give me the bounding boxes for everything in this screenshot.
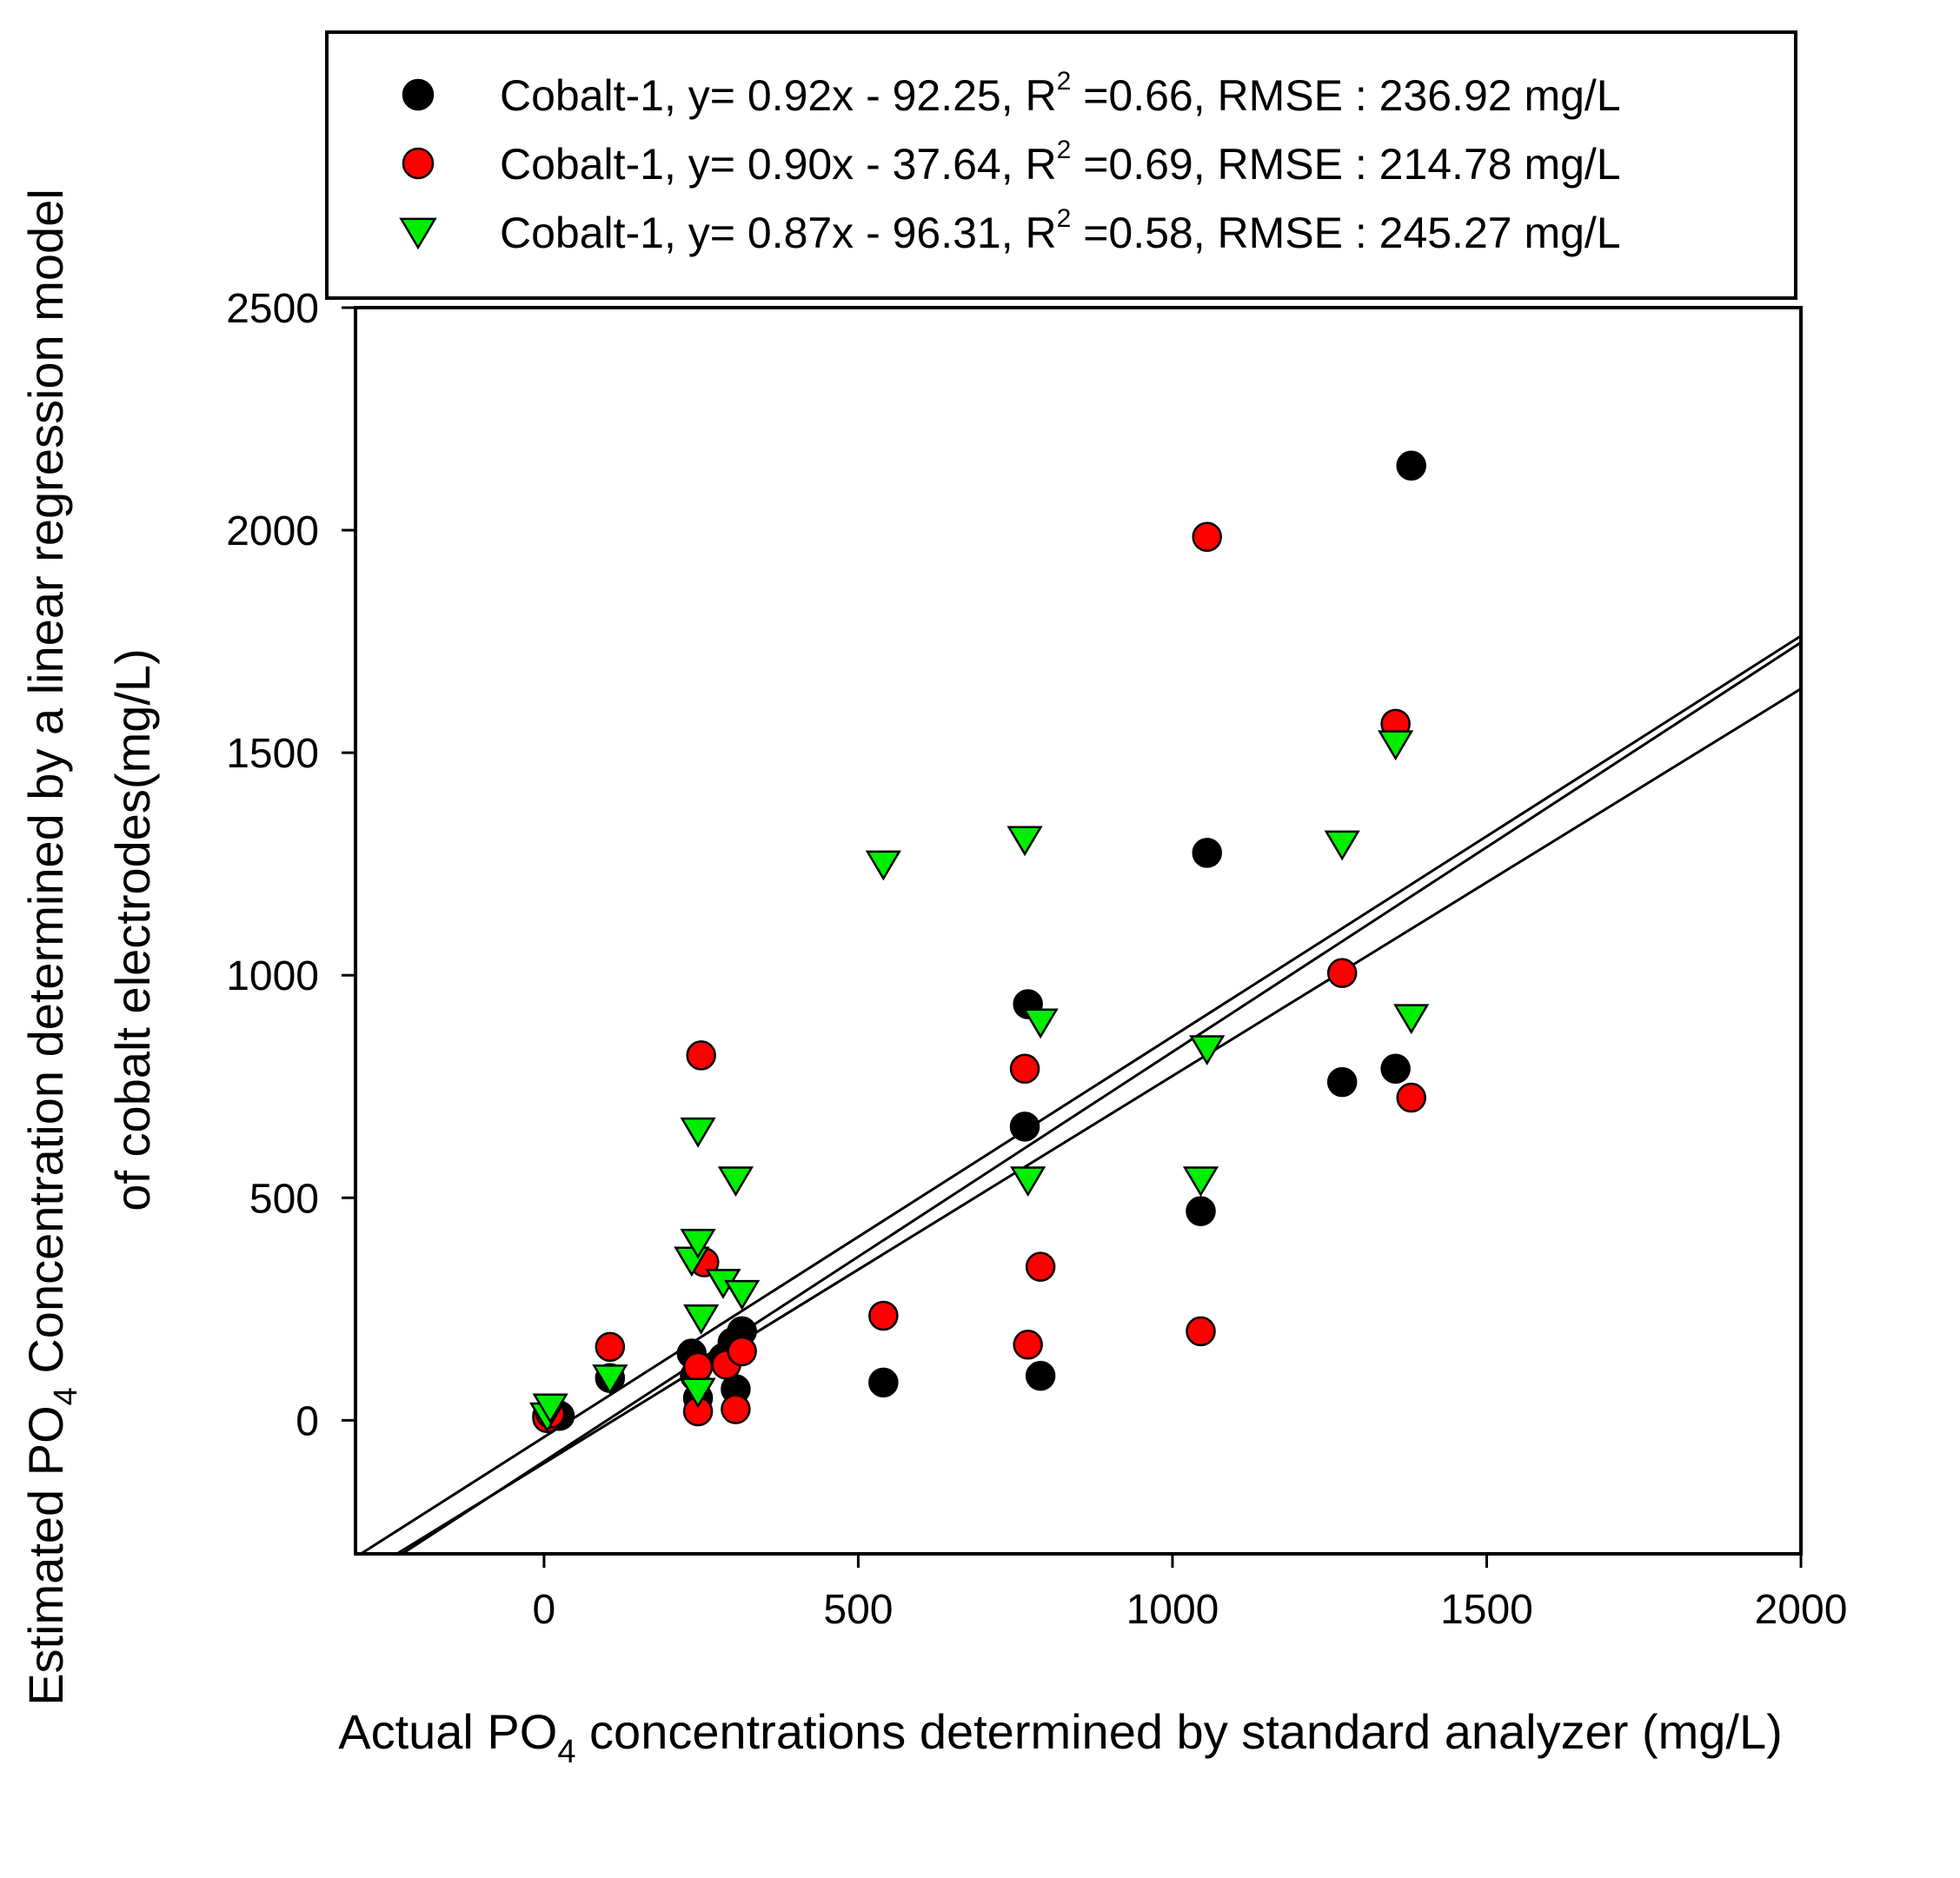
series-3-point [724, 1279, 761, 1311]
series-3-point [1324, 830, 1360, 861]
series-3-point [1007, 826, 1043, 857]
series-1-point [868, 1367, 899, 1398]
series-3-point [1010, 1166, 1046, 1198]
legend-box [325, 30, 1797, 300]
x-tick-label: 500 [823, 1587, 893, 1633]
x-tick-label: 0 [533, 1587, 556, 1633]
x-tick-label: 1500 [1440, 1587, 1533, 1633]
series-3-point [1393, 1004, 1430, 1035]
data-points [528, 450, 1430, 1434]
regression-line-2 [360, 634, 1802, 1556]
legend-label-series-1: Cobalt-1, y= 0.92x - 92.25, R2 =0.66, RM… [500, 67, 1621, 120]
series-2-point [1192, 521, 1222, 553]
y-tick-label: 1000 [226, 953, 319, 999]
series-1-point [1380, 1053, 1411, 1085]
plot-frame [354, 306, 1803, 1556]
y-tick-label: 2000 [226, 508, 319, 554]
y-tick-label: 2500 [226, 286, 319, 332]
series-2-point [1009, 1053, 1040, 1085]
x-tick-label: 2000 [1755, 1587, 1848, 1633]
series-3-point [680, 1228, 716, 1259]
series-1-point [1025, 1360, 1056, 1391]
series-1-point [1396, 450, 1426, 481]
series-3-point [680, 1377, 716, 1409]
series-2-point [595, 1331, 626, 1363]
y-axis: 0 500 1000 1500 2000 2500 [226, 286, 355, 1444]
series-3-point [1182, 1166, 1219, 1198]
legend-marker-series-2 [402, 147, 435, 180]
series-3-point [1189, 1035, 1226, 1065]
x-tick-label: 1000 [1126, 1587, 1219, 1633]
series-2-point [1326, 958, 1358, 988]
series-1-point [1192, 838, 1222, 868]
series-2-point [1025, 1251, 1056, 1282]
series-3-point [1022, 1008, 1059, 1039]
series-3-point [865, 850, 901, 881]
series-3-point [1378, 730, 1414, 761]
regression-lines [360, 634, 1802, 1556]
x-axis: 0 500 1000 1500 2000 [533, 1554, 1848, 1633]
legend-marker-series-3 [399, 217, 437, 250]
legend: Cobalt-1, y= 0.92x - 92.25, R2 =0.66, RM… [399, 67, 1621, 257]
series-3-point [592, 1364, 628, 1395]
series-1-point [1326, 1066, 1358, 1098]
legend-label-series-2: Cobalt-1, y= 0.90x - 37.64, R2 =0.69, RM… [500, 136, 1621, 189]
series-1-point [1186, 1196, 1216, 1226]
y-tick-label: 0 [296, 1398, 319, 1444]
y-axis-title-line2: of cobalt electrodes(mg/L) [105, 648, 160, 1211]
x-axis-title: Actual PO4 concentrations determined by … [338, 1704, 1783, 1770]
series-2-point [686, 1040, 716, 1071]
y-tick-label: 1500 [226, 731, 319, 777]
legend-marker-series-1 [402, 78, 435, 111]
series-2-point [682, 1351, 714, 1383]
regression-line-1 [401, 641, 1802, 1556]
y-axis-title-line1: Estimated PO4 Concentration determined b… [18, 189, 84, 1706]
legend-label-series-3: Cobalt-1, y= 0.87x - 96.31, R2 =0.58, RM… [500, 204, 1621, 257]
regression-line-3 [395, 687, 1802, 1556]
series-2-point [1396, 1082, 1426, 1113]
series-3-point [680, 1117, 716, 1148]
series-1-point [1009, 1112, 1040, 1142]
series-2-point [721, 1394, 751, 1424]
y-tick-label: 500 [249, 1176, 319, 1222]
series-2-point [1013, 1330, 1043, 1360]
series-3-point [532, 1393, 568, 1424]
series-2-point [868, 1300, 899, 1331]
series-3-point [683, 1304, 720, 1335]
series-3-point [717, 1166, 754, 1198]
series-2-point [727, 1336, 757, 1367]
series-2-point [1186, 1316, 1216, 1347]
